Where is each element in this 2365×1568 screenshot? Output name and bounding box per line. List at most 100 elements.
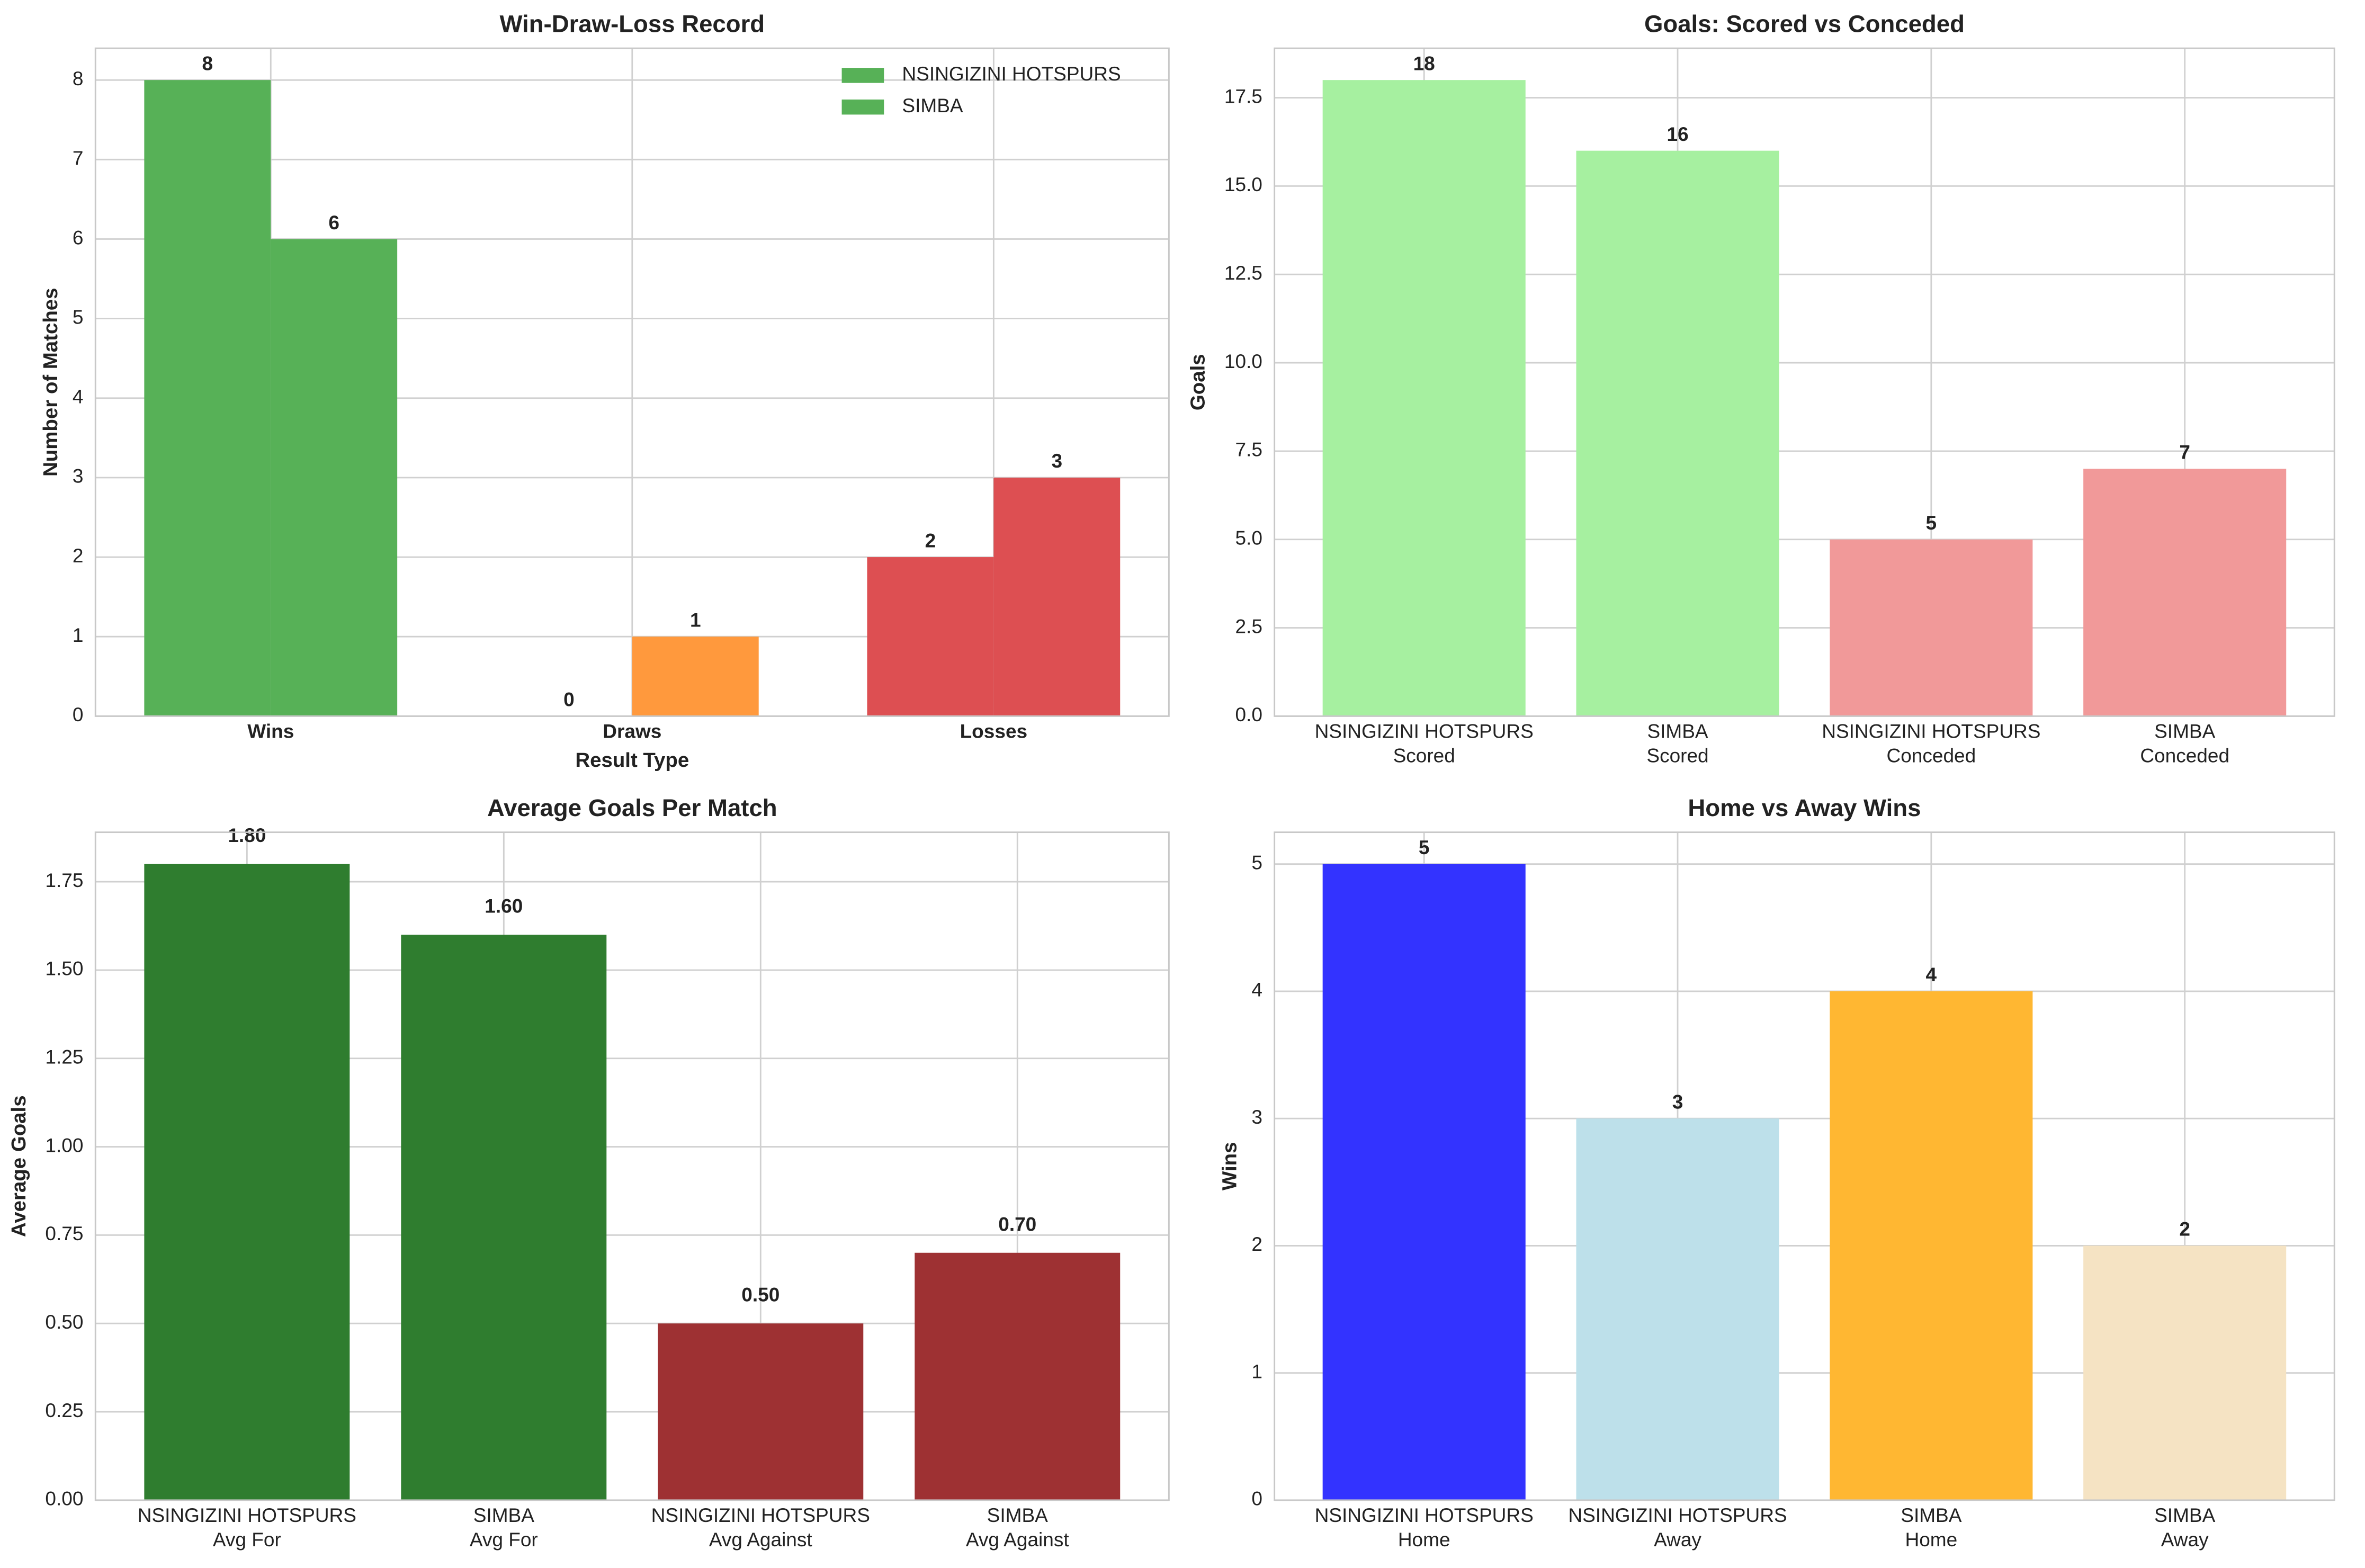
value-label: 5 bbox=[1926, 512, 1937, 534]
bar bbox=[993, 477, 1121, 716]
y-tick-label: 5.0 bbox=[1235, 526, 1262, 549]
chart-panel: 0.0 2.5 5.0 7.5 10.0 12.5 15.0 17.5 18 16 5 7 NSINGI… bbox=[1186, 10, 2335, 766]
value-label: 5 bbox=[1419, 836, 1430, 858]
y-tick-label: 1.25 bbox=[45, 1045, 83, 1068]
y-tick-label: 6 bbox=[73, 226, 84, 248]
y-tick-label: 0 bbox=[1251, 1488, 1262, 1510]
plot-frame bbox=[94, 831, 1170, 1501]
y-tick-label: 2.5 bbox=[1235, 615, 1262, 637]
value-label: 18 bbox=[1413, 52, 1435, 74]
y-tick-label: 10.0 bbox=[1224, 350, 1262, 372]
chart-title: Win-Draw-Loss Record bbox=[499, 10, 765, 37]
x-tick-label: NSINGIZINI HOTSPURS Avg For bbox=[138, 1504, 356, 1551]
plot-frame bbox=[1274, 831, 2335, 1501]
chart-panel: 0 1 2 3 4 5 5 3 4 2 NSINGIZINI HOTSPURS Home NSINGIZ… bbox=[1218, 794, 2335, 1551]
chart-title: Goals: Scored vs Conceded bbox=[1644, 10, 1965, 37]
x-tick-label: SIMBA Conceded bbox=[2140, 720, 2229, 766]
x-axis-label: Result Type bbox=[575, 749, 689, 772]
chart-panel: 0 1 2 3 4 5 6 7 8 8 0 2 6 1 3 Wins Draws Losses Win-Draw-L… bbox=[39, 10, 1170, 772]
x-tick-label: SIMBA Avg For bbox=[470, 1504, 538, 1551]
value-label: 4 bbox=[1926, 963, 1937, 985]
y-tick-label: 2 bbox=[73, 544, 84, 567]
value-label: 6 bbox=[328, 211, 339, 234]
legend-swatch bbox=[841, 68, 884, 83]
x-tick-label: Draws bbox=[603, 720, 661, 742]
value-label: 2 bbox=[925, 529, 936, 551]
y-tick-label: 7.5 bbox=[1235, 438, 1262, 461]
x-tick-label: NSINGIZINI HOTSPURS Scored bbox=[1315, 720, 1534, 766]
value-label: 2 bbox=[2179, 1218, 2190, 1240]
bar bbox=[2083, 1246, 2287, 1500]
bar bbox=[2083, 469, 2287, 716]
value-label: 7 bbox=[2179, 441, 2190, 463]
bar bbox=[867, 557, 994, 716]
value-label: 16 bbox=[1667, 123, 1688, 145]
y-tick-label: 8 bbox=[73, 67, 84, 89]
value-label: 0 bbox=[563, 688, 575, 711]
chart-panel: 0.00 0.25 0.50 0.75 1.00 1.25 1.50 1.75 1.80 1.60… bbox=[7, 794, 1170, 1551]
value-label: 1.60 bbox=[485, 895, 523, 917]
value-label: 1.80 bbox=[228, 824, 266, 846]
legend-swatch bbox=[841, 99, 884, 115]
bar bbox=[271, 239, 398, 716]
bar bbox=[915, 1252, 1121, 1500]
y-tick-label: 4 bbox=[1251, 979, 1262, 1001]
bar bbox=[144, 80, 271, 716]
y-tick-label: 3 bbox=[1251, 1106, 1262, 1128]
y-tick-label: 12.5 bbox=[1224, 262, 1262, 284]
x-tick-label: NSINGIZINI HOTSPURS Home bbox=[1315, 1504, 1534, 1551]
y-tick-label: 4 bbox=[73, 386, 84, 408]
y-tick-label: 5 bbox=[73, 306, 84, 328]
bar bbox=[658, 1323, 864, 1500]
y-tick-label: 0.00 bbox=[45, 1488, 83, 1510]
y-tick-label: 17.5 bbox=[1224, 85, 1262, 107]
y-tick-label: 1.00 bbox=[45, 1134, 83, 1156]
x-tick-label: SIMBA Avg Against bbox=[966, 1504, 1069, 1551]
bar bbox=[401, 935, 607, 1500]
value-label: 3 bbox=[1672, 1090, 1683, 1113]
x-tick-label: SIMBA Home bbox=[1901, 1504, 1961, 1551]
y-tick-label: 0.25 bbox=[45, 1399, 83, 1421]
y-tick-label: 1.75 bbox=[45, 869, 83, 891]
y-tick-label: 1.50 bbox=[45, 957, 83, 980]
y-tick-label: 0 bbox=[73, 703, 84, 725]
y-axis-label: Goals bbox=[1186, 354, 1209, 410]
x-tick-label: SIMBA Away bbox=[2154, 1504, 2215, 1551]
y-axis-label: Wins bbox=[1218, 1142, 1241, 1190]
chart-title: Home vs Away Wins bbox=[1688, 794, 1921, 821]
y-tick-label: 2 bbox=[1251, 1233, 1262, 1255]
plot-frame bbox=[94, 47, 1170, 717]
bar bbox=[1830, 539, 2033, 716]
value-label: 1 bbox=[690, 609, 701, 631]
chart-title: Average Goals Per Match bbox=[487, 794, 777, 821]
y-axis-label: Average Goals bbox=[7, 1095, 30, 1237]
y-tick-label: 15.0 bbox=[1224, 173, 1262, 195]
plot-frame bbox=[1274, 47, 2335, 717]
value-label: 0.50 bbox=[741, 1284, 780, 1306]
x-tick-label: Wins bbox=[247, 720, 294, 742]
y-tick-label: 3 bbox=[73, 465, 84, 487]
y-tick-label: 5 bbox=[1251, 851, 1262, 873]
bar bbox=[632, 637, 759, 716]
y-tick-label: 0.75 bbox=[45, 1222, 83, 1244]
x-tick-label: Losses bbox=[960, 720, 1028, 742]
bar bbox=[1576, 150, 1779, 716]
bar bbox=[1322, 864, 1526, 1500]
y-tick-label: 1 bbox=[1251, 1360, 1262, 1382]
x-tick-label: NSINGIZINI HOTSPURS Conceded bbox=[1822, 720, 2040, 766]
x-tick-label: NSINGIZINI HOTSPURS Away bbox=[1568, 1504, 1787, 1551]
bar bbox=[1576, 1118, 1779, 1500]
legend-label: SIMBA bbox=[902, 94, 963, 117]
x-tick-label: NSINGIZINI HOTSPURS Avg Against bbox=[651, 1504, 870, 1551]
y-tick-label: 1 bbox=[73, 624, 84, 646]
y-tick-label: 0.50 bbox=[45, 1311, 83, 1333]
y-axis-label: Number of Matches bbox=[39, 288, 62, 477]
value-label: 3 bbox=[1051, 450, 1062, 472]
value-label: 8 bbox=[202, 52, 213, 74]
y-tick-label: 7 bbox=[73, 147, 84, 169]
bar bbox=[1830, 991, 2033, 1500]
bar bbox=[144, 864, 350, 1500]
value-label: 0.70 bbox=[998, 1213, 1036, 1235]
